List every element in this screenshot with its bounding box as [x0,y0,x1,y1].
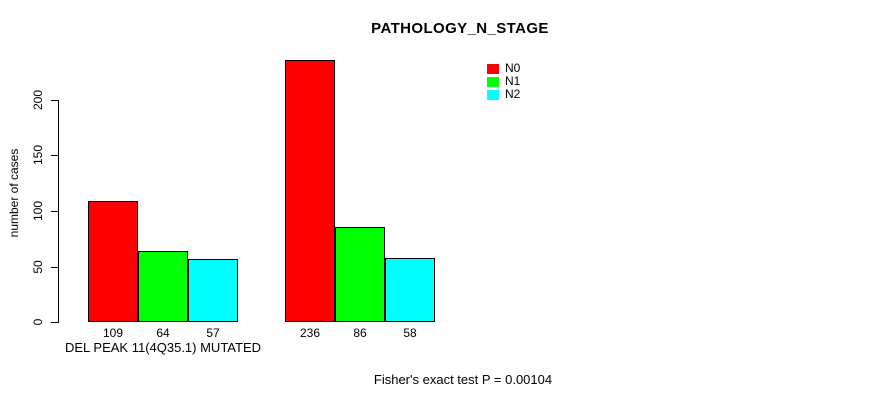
y-tick-label-50: 50 [31,260,45,274]
bar-n0-group1 [88,201,138,322]
bar-value-label-n1-group2: 86 [353,326,367,340]
legend: N0 N1 N2 [487,62,520,101]
bar-value-label-n2-group1: 57 [206,326,220,340]
bar-n1-group1 [138,251,188,322]
legend-swatch-n0 [487,63,499,74]
y-axis-label: number of cases [7,148,21,238]
y-tick-label-200: 200 [31,89,45,111]
bar-n2-group2 [385,258,435,322]
legend-label-n1: N1 [505,74,521,88]
bar-n0-group2 [285,60,335,322]
legend-item-n1: N1 [487,75,520,88]
y-axis-line [58,100,59,323]
legend-label-n2: N2 [505,87,521,101]
chart-title: PATHOLOGY_N_STAGE [371,20,549,37]
bar-value-label-n2-group2: 58 [403,326,417,340]
bar-value-label-n1-group1: 64 [156,326,170,340]
legend-item-n0: N0 [487,62,520,75]
y-tick-200 [51,100,58,101]
y-tick-label-0: 0 [31,318,45,326]
y-tick-150 [51,155,58,156]
y-tick-50 [51,267,58,268]
legend-swatch-n2 [487,89,499,100]
y-tick-100 [51,211,58,212]
bar-n2-group1 [188,259,238,322]
bar-value-label-n0-group2: 236 [299,326,321,340]
y-tick-0 [51,322,58,323]
annotation-fisher-test: Fisher's exact test P = 0.00104 [373,372,553,387]
bar-value-label-n0-group1: 109 [102,326,124,340]
y-tick-label-150: 150 [31,144,45,166]
legend-item-n2: N2 [487,88,520,101]
y-tick-label-100: 100 [31,200,45,222]
bar-n1-group2 [335,227,385,322]
x-group-label-1: DEL PEAK 11(4Q35.1) MUTATED [64,340,262,355]
legend-swatch-n1 [487,76,499,87]
legend-label-n0: N0 [505,61,521,75]
